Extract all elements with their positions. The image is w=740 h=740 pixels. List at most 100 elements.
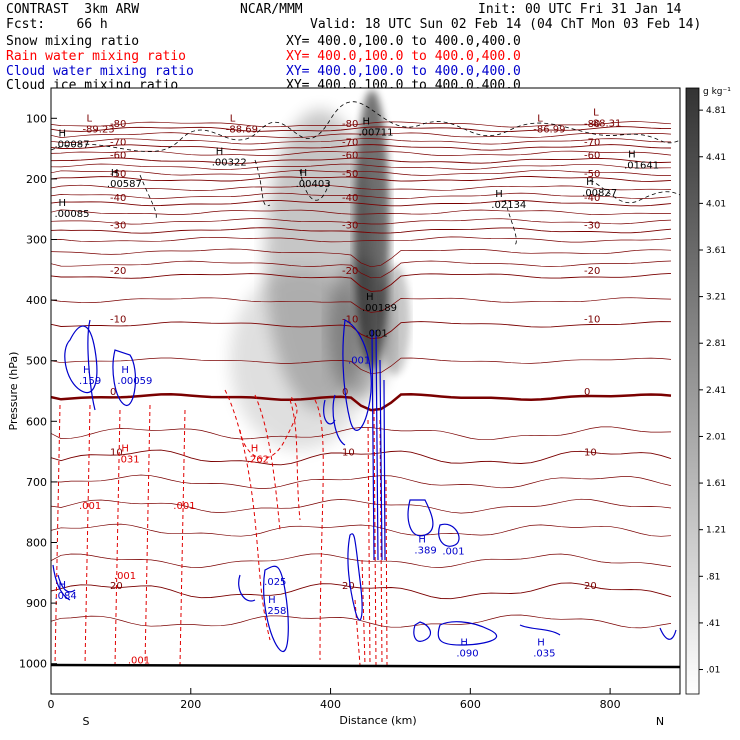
extremum-marker: H bbox=[418, 535, 426, 546]
colorbar-level: 2.41 bbox=[706, 386, 726, 396]
isotherm-label: -10 bbox=[342, 314, 358, 325]
cloud-ice-contour bbox=[51, 101, 680, 152]
extremum-marker: H bbox=[121, 444, 129, 455]
isotherm-line bbox=[51, 126, 672, 133]
cloud-water-contour bbox=[238, 565, 289, 653]
isotherm-line bbox=[51, 236, 672, 243]
valid-time: Valid: 18 UTC Sun 02 Feb 14 (04 ChT Mon … bbox=[310, 17, 702, 32]
rain-contour bbox=[224, 389, 324, 661]
isotherm-label: -20 bbox=[110, 266, 126, 277]
isotherm-line bbox=[51, 199, 672, 207]
x-tick-label: 800 bbox=[600, 698, 621, 711]
y-tick-label: 800 bbox=[26, 537, 47, 550]
south-label: S bbox=[83, 715, 90, 728]
rain-contour bbox=[354, 409, 388, 666]
extremum-value: .001 bbox=[366, 328, 388, 339]
colorbar-level: 4.41 bbox=[706, 153, 726, 163]
cloud-water-contour bbox=[323, 394, 346, 446]
extremum-value: .02134 bbox=[491, 200, 526, 211]
extremum-marker: H bbox=[628, 150, 636, 161]
y-tick-label: 600 bbox=[26, 415, 47, 428]
extremum-marker: H bbox=[121, 365, 129, 376]
isotherm-line bbox=[51, 393, 672, 412]
extremum-value: .001 bbox=[173, 501, 195, 512]
isotherm-label: -50 bbox=[342, 169, 358, 180]
isotherm-line bbox=[51, 498, 672, 514]
colorbar-unit: g kg⁻¹ bbox=[703, 87, 731, 97]
isotherm-label: 20 bbox=[342, 581, 355, 592]
init-time: Init: 00 UTC Fri 31 Jan 14 bbox=[478, 2, 682, 17]
snow-plume-east bbox=[380, 265, 410, 375]
colorbar-level: 3.21 bbox=[706, 293, 726, 303]
isotherm-label: -30 bbox=[110, 220, 126, 231]
cloud-water-contour bbox=[413, 621, 498, 646]
isotherm-label: 10 bbox=[342, 448, 355, 459]
extremum-marker: H bbox=[366, 292, 374, 303]
extremum-marker: H bbox=[268, 595, 276, 606]
isotherm-label: -20 bbox=[584, 266, 600, 277]
forecast-hour: Fcst: 66 h bbox=[6, 17, 108, 32]
x-tick-label: 400 bbox=[320, 698, 341, 711]
extremum-value: -86.99 bbox=[533, 124, 565, 135]
isotherm-label: -60 bbox=[342, 151, 358, 162]
extremum-value: .00587 bbox=[107, 179, 142, 190]
isotherm-label: 20 bbox=[584, 581, 597, 592]
cloud-water-contour bbox=[87, 319, 136, 411]
isotherm-line bbox=[51, 260, 672, 279]
extremum-marker: L bbox=[86, 113, 92, 124]
isotherm-line bbox=[51, 614, 672, 629]
extremum-value: -89.23 bbox=[82, 124, 114, 135]
extremum-value: -88.31 bbox=[589, 118, 621, 129]
isotherm-label: -10 bbox=[584, 314, 600, 325]
isotherm-label: -40 bbox=[584, 193, 600, 204]
cloud-water-contour bbox=[371, 329, 386, 561]
y-tick-label: 900 bbox=[26, 597, 47, 610]
isotherm-line bbox=[51, 138, 671, 145]
isotherm-label: -80 bbox=[584, 119, 600, 130]
isotherm-line bbox=[51, 163, 672, 170]
cloud-water-contour bbox=[347, 533, 363, 621]
legend-rain: Rain water mixing ratio bbox=[6, 49, 187, 64]
isotherm-label: -50 bbox=[584, 169, 600, 180]
isotherm-line bbox=[51, 192, 672, 199]
extremum-marker: H bbox=[363, 116, 371, 127]
isotherm-line bbox=[51, 449, 672, 466]
isotherm-label: -70 bbox=[110, 137, 126, 148]
rain-contour bbox=[239, 394, 298, 459]
isotherm-label: -60 bbox=[584, 151, 600, 162]
colorbar-level: 4.81 bbox=[706, 106, 726, 116]
cloud-ice-contours bbox=[51, 101, 680, 246]
colorbar-level: 2.81 bbox=[706, 339, 726, 349]
legend-cloud-water-xy: XY= 400.0,100.0 to 400.0,400.0 bbox=[286, 64, 521, 79]
isotherm-line bbox=[51, 553, 672, 568]
legend-snow: Snow mixing ratio bbox=[6, 34, 140, 49]
extremum-value: .00403 bbox=[296, 179, 331, 190]
isotherm-line bbox=[51, 272, 672, 292]
isotherm-label: -70 bbox=[584, 137, 600, 148]
snow-shading bbox=[230, 90, 410, 450]
extremum-value: .031 bbox=[117, 455, 139, 466]
extremum-value: .090 bbox=[456, 649, 478, 660]
isotherm-label: -60 bbox=[110, 151, 126, 162]
extremum-value: .00711 bbox=[359, 127, 394, 138]
isotherm-line bbox=[51, 523, 672, 537]
colorbar-ticks: 4.81 4.41 4.01 3.61 3.21 2.81 2.41 2.01 1.61 1.21… bbox=[699, 106, 726, 676]
extremum-marker: H bbox=[251, 444, 259, 455]
y-tick-label: 100 bbox=[26, 112, 47, 125]
isotherm-line bbox=[51, 321, 672, 340]
isotherm-line bbox=[51, 227, 672, 234]
cloud-water-contour bbox=[64, 325, 98, 394]
colorbar-level: 1.61 bbox=[706, 479, 726, 489]
extremum-marker: L bbox=[593, 107, 599, 118]
isotherm-line bbox=[51, 248, 672, 268]
colorbar-level: .01 bbox=[706, 666, 720, 676]
isotherm-label: 0 bbox=[584, 387, 590, 398]
colorbar-level: .41 bbox=[706, 619, 720, 629]
isotherm-label: -50 bbox=[110, 169, 126, 180]
cloud-water-contour bbox=[52, 564, 76, 601]
extremum-value: .001 bbox=[348, 356, 370, 367]
isotherm-label: -40 bbox=[342, 193, 358, 204]
isotherm-line bbox=[51, 297, 672, 313]
colorbar-level: 2.01 bbox=[706, 432, 726, 442]
isotherm-line bbox=[51, 132, 672, 139]
